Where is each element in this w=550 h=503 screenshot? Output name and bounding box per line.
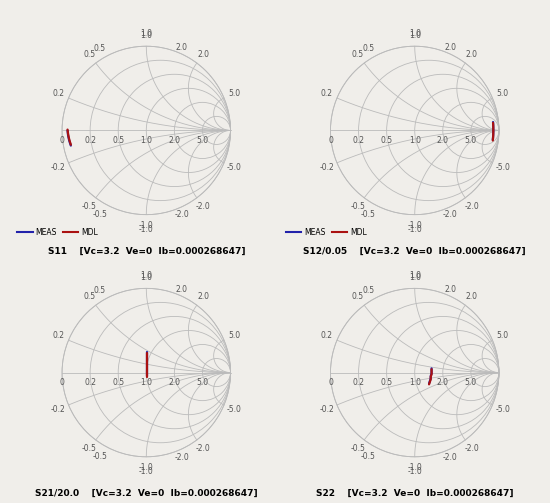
Text: 0.2: 0.2 (84, 378, 96, 387)
Text: 2.0: 2.0 (168, 136, 180, 145)
Text: -0.5: -0.5 (361, 452, 376, 461)
Text: 5.0: 5.0 (196, 136, 208, 145)
Text: -0.2: -0.2 (320, 405, 334, 413)
Text: -0.5: -0.5 (92, 452, 107, 461)
Text: -0.5: -0.5 (350, 444, 365, 453)
Text: -1.0: -1.0 (408, 221, 422, 230)
Text: 0.5: 0.5 (351, 292, 364, 301)
Text: 0.5: 0.5 (112, 136, 124, 145)
Text: -1.0: -1.0 (139, 221, 153, 230)
Text: 1.0: 1.0 (409, 136, 421, 145)
Text: 1.0: 1.0 (140, 31, 152, 40)
Text: 5.0: 5.0 (465, 136, 477, 145)
Text: S22    [Vc=3.2  Ve=0  Ib=0.000268647]: S22 [Vc=3.2 Ve=0 Ib=0.000268647] (316, 489, 514, 498)
Text: -0.2: -0.2 (51, 162, 66, 172)
Text: -0.5: -0.5 (82, 444, 97, 453)
Text: 2.0: 2.0 (197, 292, 210, 301)
Text: -2.0: -2.0 (464, 202, 479, 211)
Text: 2.0: 2.0 (444, 43, 456, 52)
Text: 5.0: 5.0 (196, 378, 208, 387)
Text: 2.0: 2.0 (437, 136, 449, 145)
Text: 5.0: 5.0 (228, 331, 240, 341)
Legend: MEAS, MDL: MEAS, MDL (283, 225, 370, 240)
Text: -1.0: -1.0 (139, 467, 153, 476)
Text: S12/0.05    [Vc=3.2  Ve=0  Ib=0.000268647]: S12/0.05 [Vc=3.2 Ve=0 Ib=0.000268647] (304, 246, 526, 256)
Text: 1.0: 1.0 (409, 378, 421, 387)
Text: 0.5: 0.5 (83, 50, 95, 59)
Text: 1.0: 1.0 (140, 29, 152, 38)
Text: S11    [Vc=3.2  Ve=0  Ib=0.000268647]: S11 [Vc=3.2 Ve=0 Ib=0.000268647] (47, 246, 245, 256)
Text: 0.2: 0.2 (52, 331, 64, 341)
Text: 5.0: 5.0 (465, 378, 477, 387)
Text: 0.2: 0.2 (52, 90, 64, 98)
Text: 2.0: 2.0 (175, 43, 188, 52)
Text: -0.5: -0.5 (92, 210, 107, 219)
Text: -2.0: -2.0 (443, 453, 458, 462)
Text: -2.0: -2.0 (464, 444, 479, 453)
Text: -5.0: -5.0 (227, 405, 241, 413)
Text: 0.5: 0.5 (362, 286, 375, 295)
Text: -5.0: -5.0 (227, 162, 241, 172)
Text: 5.0: 5.0 (497, 90, 509, 98)
Text: 0.5: 0.5 (94, 286, 106, 295)
Text: 0.5: 0.5 (351, 50, 364, 59)
Text: -5.0: -5.0 (495, 162, 510, 172)
Text: 0.2: 0.2 (321, 331, 333, 341)
Text: 1.0: 1.0 (140, 273, 152, 282)
Text: -0.2: -0.2 (51, 405, 66, 413)
Text: 2.0: 2.0 (197, 50, 210, 59)
Text: 0: 0 (59, 136, 64, 145)
Text: 2.0: 2.0 (168, 378, 180, 387)
Text: 0.2: 0.2 (84, 136, 96, 145)
Text: 2.0: 2.0 (444, 285, 456, 294)
Text: 0.5: 0.5 (112, 378, 124, 387)
Text: -2.0: -2.0 (174, 453, 189, 462)
Text: 0.2: 0.2 (353, 378, 365, 387)
Text: 0.2: 0.2 (353, 136, 365, 145)
Text: -2.0: -2.0 (196, 202, 211, 211)
Text: -1.0: -1.0 (408, 225, 422, 234)
Text: -1.0: -1.0 (408, 467, 422, 476)
Text: 1.0: 1.0 (409, 31, 421, 40)
Text: 1.0: 1.0 (409, 273, 421, 282)
Text: -0.5: -0.5 (350, 202, 365, 211)
Text: -0.2: -0.2 (320, 162, 334, 172)
Text: 0.2: 0.2 (321, 90, 333, 98)
Text: 0.5: 0.5 (381, 378, 393, 387)
Text: 2.0: 2.0 (466, 50, 478, 59)
Text: -2.0: -2.0 (443, 210, 458, 219)
Text: -0.5: -0.5 (82, 202, 97, 211)
Text: 0.5: 0.5 (362, 44, 375, 53)
Text: 2.0: 2.0 (466, 292, 478, 301)
Text: -5.0: -5.0 (495, 405, 510, 413)
Text: -2.0: -2.0 (196, 444, 211, 453)
Text: -1.0: -1.0 (408, 463, 422, 472)
Text: 1.0: 1.0 (409, 271, 421, 280)
Text: 5.0: 5.0 (228, 90, 240, 98)
Text: 1.0: 1.0 (409, 29, 421, 38)
Text: -1.0: -1.0 (139, 463, 153, 472)
Text: 5.0: 5.0 (497, 331, 509, 341)
Text: 2.0: 2.0 (437, 378, 449, 387)
Text: 0: 0 (328, 378, 333, 387)
Text: 0: 0 (328, 136, 333, 145)
Text: S21/20.0    [Vc=3.2  Ve=0  Ib=0.000268647]: S21/20.0 [Vc=3.2 Ve=0 Ib=0.000268647] (35, 489, 257, 498)
Text: 0: 0 (59, 378, 64, 387)
Legend: MEAS, MDL: MEAS, MDL (14, 225, 101, 240)
Text: 2.0: 2.0 (175, 285, 188, 294)
Text: 0.5: 0.5 (381, 136, 393, 145)
Text: -0.5: -0.5 (361, 210, 376, 219)
Text: 0.5: 0.5 (94, 44, 106, 53)
Text: 1.0: 1.0 (140, 271, 152, 280)
Text: -2.0: -2.0 (174, 210, 189, 219)
Text: -1.0: -1.0 (139, 225, 153, 234)
Text: 1.0: 1.0 (140, 136, 152, 145)
Text: 0.5: 0.5 (83, 292, 95, 301)
Text: 1.0: 1.0 (140, 378, 152, 387)
